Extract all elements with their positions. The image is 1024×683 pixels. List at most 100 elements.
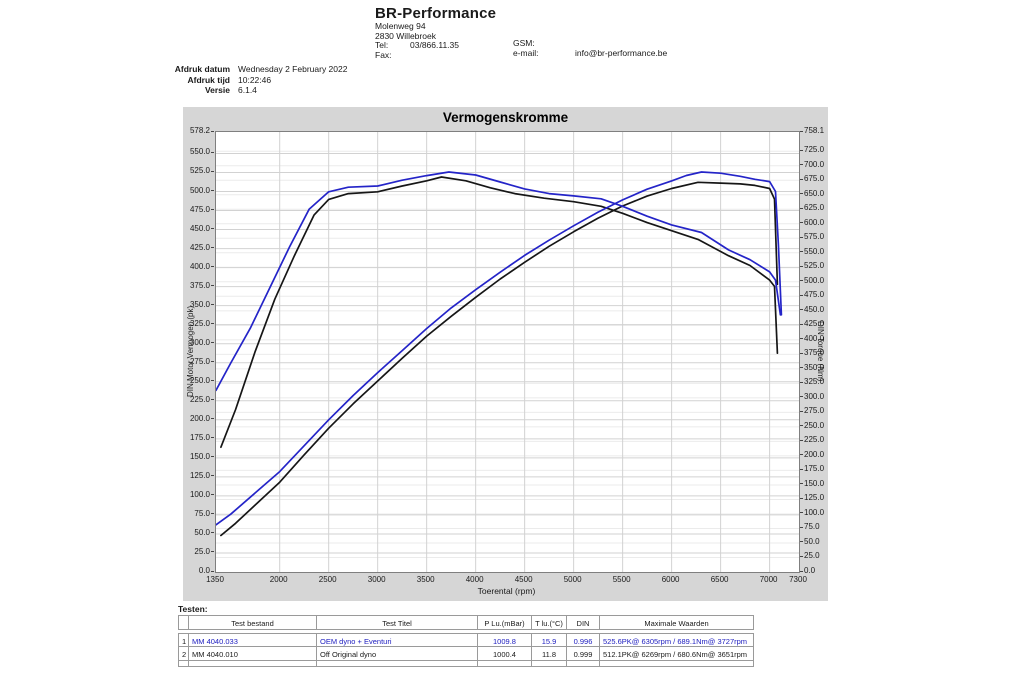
tick-mark [800, 425, 803, 427]
tests-table: Test bestand Test Titel P Lu.(mBar) T lu.(°… [178, 615, 754, 667]
x-axis-tick-label: 6000 [661, 575, 680, 584]
tick-mark [800, 294, 803, 296]
meta-row-time: Afdruk tijd 10:22:46 [110, 75, 347, 86]
tick-mark [800, 512, 803, 514]
y-axis-right-tick-label: 225.0 [800, 436, 840, 444]
curve-off-original-dyno-vermogen-pk- [220, 181, 779, 537]
y-axis-right-tick-label: 375.0 [800, 349, 840, 357]
tick-mark [211, 209, 214, 211]
y-axis-right-tick-label: 275.0 [800, 407, 840, 415]
row-number: 1 [178, 633, 189, 647]
y-axis-left-tick-label: 125.0 [183, 471, 214, 480]
tick-mark [211, 570, 214, 572]
t-lu-cell: 11.8 [532, 647, 567, 661]
plot-area [215, 131, 800, 573]
y-axis-right-tick-label: 625.0 [800, 204, 840, 212]
y-axis-left-tick-label: 225.0 [183, 395, 214, 404]
tests-table-header-cell: P Lu.(mBar) [478, 615, 532, 630]
y-axis-left-tick-label: 25.0 [183, 547, 214, 556]
tick-mark [800, 280, 803, 282]
tick-mark [211, 342, 214, 344]
y-axis-left-tick-label: 0.0 [183, 567, 214, 575]
meta-label: Afdruk datum [174, 64, 230, 74]
din-cell: 0.999 [567, 647, 600, 661]
x-axis-tick-label: 3000 [367, 575, 386, 584]
y-axis-left-tick-label: 500.0 [183, 186, 214, 195]
empty-cell [532, 661, 567, 667]
y-axis-right-tick-label: 200.0 [800, 450, 840, 459]
meta-row-date: Afdruk datum Wednesday 2 February 2022 [110, 64, 348, 75]
company-name: BR-Performance [375, 5, 497, 22]
x-axis-tick-label: 7300 [789, 575, 807, 584]
y-axis-left-tick-label: 400.0 [183, 262, 214, 271]
company-address-line2: 2830 Willebroek [375, 30, 436, 41]
maximale-waarden-cell: 525.6PK@ 6305rpm / 689.1Nm@ 3727rpm [600, 633, 754, 647]
gsm-label: GSM: [513, 38, 535, 48]
tick-mark [211, 266, 214, 268]
p-lu-cell: 1000.4 [478, 647, 532, 661]
tick-mark [211, 475, 214, 477]
tick-mark [211, 494, 214, 496]
x-axis-tick-label: 4500 [514, 575, 533, 584]
tick-mark [800, 338, 803, 340]
tests-table-header-row: Test bestand Test Titel P Lu.(mBar) T lu.(°… [178, 615, 754, 630]
y-axis-right-title: DIN Torque (Nm) [816, 320, 825, 382]
tests-table-header-cell: Test bestand [189, 615, 317, 630]
test-bestand-cell: MM 4040.033 [189, 633, 317, 647]
y-axis-right-tick-label: 175.0 [800, 465, 840, 473]
y-axis-right-tick-label: 758.1 [800, 127, 840, 135]
tick-mark [211, 304, 214, 306]
y-axis-left-title: DIN Motor Vermogen (pk) [186, 305, 195, 397]
x-axis-tick-label: 2500 [318, 575, 337, 584]
x-axis-tick-label: 3500 [416, 575, 435, 584]
tests-table-row: 2 MM 4040.010 Off Original dyno 1000.4 11.8 0… [178, 647, 754, 661]
y-axis-right-tick-label: 150.0 [800, 479, 840, 488]
tick-mark [800, 149, 803, 151]
tests-table-header-cell [178, 615, 189, 630]
tick-mark [800, 130, 803, 132]
tick-mark [800, 251, 803, 253]
y-axis-right-tick-label: 550.0 [800, 247, 840, 256]
meta-value: 10:22:46 [238, 74, 272, 85]
y-axis-right-tick-label: 250.0 [800, 421, 840, 430]
y-axis-right-tick-label: 100.0 [800, 508, 840, 517]
tests-section-label: Testen: [178, 604, 208, 614]
tel-value: 03/866.11.35 [410, 40, 459, 50]
row-number: 2 [178, 647, 189, 661]
y-axis-left-tick-label: 325.0 [183, 319, 214, 328]
x-axis-tick-label: 5500 [612, 575, 631, 584]
tick-mark [800, 352, 803, 354]
tests-table-header-cell: T lu.(°C) [532, 615, 567, 630]
company-contact-block: GSM: e-mail: info@br-performance.be [513, 38, 667, 58]
fax-label: Fax: [375, 49, 392, 60]
tick-mark [800, 497, 803, 499]
y-axis-right-tick-label: 575.0 [800, 233, 840, 241]
tick-mark [211, 532, 214, 534]
tick-mark [800, 178, 803, 180]
tick-mark [800, 193, 803, 195]
tick-mark [800, 309, 803, 311]
y-axis-right-tick-label: 350.0 [800, 363, 840, 372]
meta-value: Wednesday 2 February 2022 [238, 64, 348, 74]
meta-label: Afdruk tijd [187, 74, 231, 85]
y-axis-right-tick-label: 50.0 [800, 537, 840, 546]
tel-label: Tel: [375, 40, 389, 50]
y-axis-left-tick-label: 150.0 [183, 452, 214, 461]
company-tel-row: Tel: 03/866.11.35 [375, 40, 496, 51]
tick-mark [211, 418, 214, 420]
curve-off-original-dyno-koppel-nm- [220, 176, 779, 449]
tick-mark [800, 468, 803, 470]
y-axis-right-tick-label: 650.0 [800, 189, 840, 198]
tick-mark [800, 526, 803, 528]
y-axis-right-tick-label: 425.0 [800, 320, 840, 328]
tick-mark [800, 483, 803, 485]
tick-mark [800, 164, 803, 166]
tick-mark [211, 551, 214, 553]
curve-oem-dyno-eventuri-vermogen-pk- [216, 171, 783, 526]
tick-mark [800, 555, 803, 557]
tick-mark [800, 541, 803, 543]
dyno-chart-panel: Vermogenskromme DIN Motor Vermogen (pk) … [183, 107, 828, 601]
company-header: BR-Performance Molenweg 94 2830 Willebro… [375, 5, 496, 60]
y-axis-left-tick-label: 350.0 [183, 300, 214, 309]
